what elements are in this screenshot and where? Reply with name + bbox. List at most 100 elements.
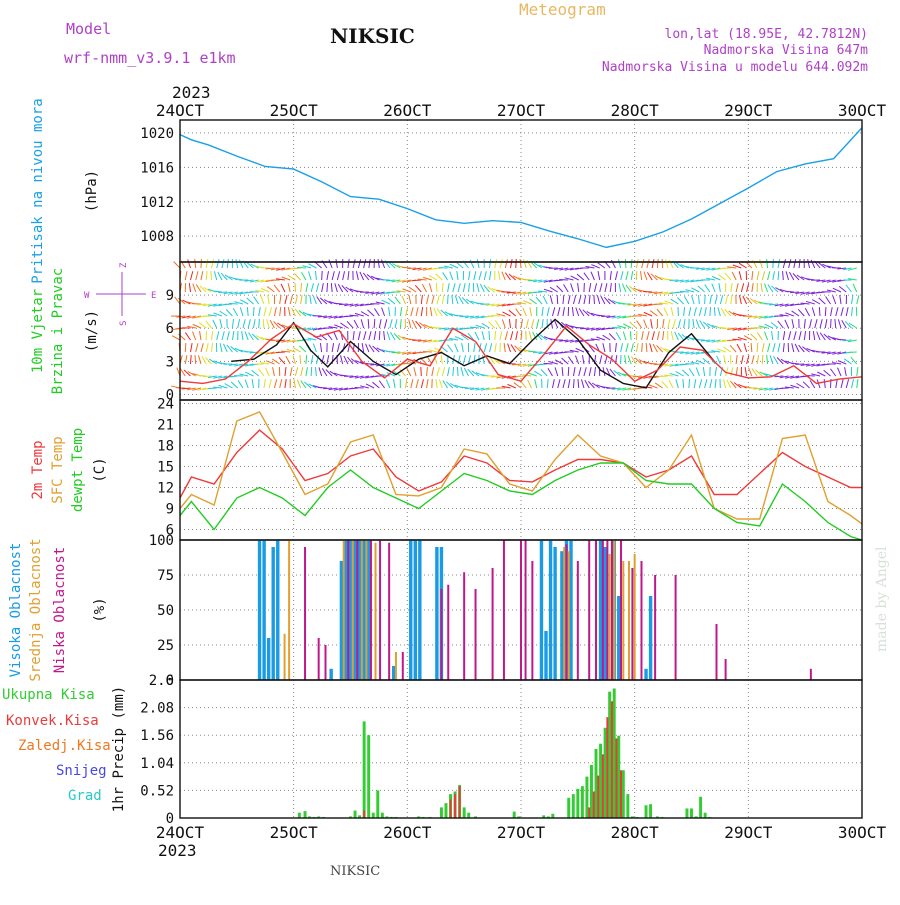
x-tick-label-bottom: 28OCT [611,823,660,842]
y-tick-label: 1012 [140,195,174,211]
wind-arrow [659,376,668,377]
bar-total_rain [467,813,470,818]
x-tick-label-bottom: 30OCT [838,823,887,842]
wind-arrow [778,271,779,280]
x-tick-label-bottom: 24OCT [156,823,205,842]
compass-north: Z [119,262,129,268]
wind-arrow [680,291,689,292]
y-tick-label: 3 [166,354,174,370]
bar-high_cloud [258,540,261,680]
bar-conv_rain [606,717,608,818]
legend-snow: Snijeg [56,763,107,779]
bar-high_cloud [435,547,438,680]
wind-arrow [516,259,517,268]
y-tick-label: 9 [166,288,174,304]
bar-total_rain [567,798,570,818]
bar-conv_rain [454,794,456,818]
wind-arrow [421,367,422,376]
y-tick-label: 9 [166,502,174,518]
bar-high_cloud [603,547,606,680]
bar-total_rain [599,744,602,818]
lonlat-label: lon,lat (18.95E, 42.7812N) [665,27,869,42]
bar-conv_rain [593,791,595,818]
legend-conv-rain: Konvek.Kisa [6,713,99,729]
bar-high_cloud [617,596,620,680]
wind-arrow [253,307,254,316]
year-top: 2023 [172,83,211,102]
bar-total_rain [581,786,584,818]
bar-total_rain [440,807,443,818]
wind-arrow [407,268,416,269]
x-tick-label-bottom: 25OCT [270,823,319,842]
y-axis-label: Visoka Oblacnost [8,543,24,678]
wind-arrow [762,355,763,364]
wind-arrow [442,283,443,292]
wind-arrow [710,307,711,316]
bar-high_cloud [367,540,370,680]
wind-arrow [757,343,758,352]
wind-arrow [306,355,307,364]
bar-total_rain [585,777,588,818]
y-axis-label: Brzina i Pravac [50,268,66,394]
wind-arrow [705,295,706,304]
y-tick-label: 100 [149,533,174,549]
y-tick-label: 1016 [140,160,174,176]
wind-arrow [211,271,212,280]
y-axis-label: (m/s) [84,310,100,352]
wind-arrow [457,367,458,376]
wind-arrow [379,331,380,340]
wind-arrow [526,331,527,340]
x-tick-label-bottom: 26OCT [383,823,432,842]
wind-arrow [454,315,463,316]
y-tick-label: 25 [157,638,174,654]
wind-arrow [386,351,395,352]
model-name: wrf-nmm_v3.9.1 e1km [64,49,236,67]
bar-total_rain [704,813,707,818]
wind-arrow [544,363,553,364]
bar-high_cloud [272,547,275,680]
bar-conv_rain [450,799,452,818]
y-axis-label: (hPa) [84,170,100,212]
y-tick-label: 24 [157,397,174,413]
bar-total_rain [617,736,620,818]
y-axis-label: (C) [92,457,108,482]
bar-conv_rain [602,754,604,818]
wind-arrow [795,304,804,305]
bar-total_rain [367,735,370,818]
wind-arrow [837,339,846,340]
wind-arrow [300,355,301,364]
x-tick-label-top: 26OCT [383,101,432,120]
compass-west: W [84,291,90,301]
product-title: Meteogram [519,0,606,19]
station-title: NIKSIC [330,24,415,48]
wind-arrow [436,283,437,292]
bar-high_cloud [362,540,365,680]
x-tick-label-top: 25OCT [270,101,319,120]
wind-arrow [594,295,595,304]
bar-high_cloud [349,540,352,680]
bar-conv_rain [588,807,590,818]
model-label: Model [66,20,111,38]
y-tick-label: 15 [157,460,174,476]
bar-total_rain [699,797,702,818]
wind-arrow [185,343,186,352]
wind-arrow [662,259,663,268]
x-tick-label-top: 24OCT [156,101,205,120]
wind-arrow [327,283,328,292]
wind-arrow [412,280,421,281]
wind-arrow [790,292,799,293]
wind-arrow [489,331,490,340]
y-tick-label: 2.08 [140,701,174,717]
wind-arrow [259,319,260,328]
bar-total_rain [304,811,307,818]
wind-arrow [831,319,832,328]
bar-total_rain [590,765,593,818]
footer-station: NIKSIC [330,864,380,879]
y-tick-label: 18 [157,439,174,455]
bar-total_rain [608,692,611,818]
wind-arrow [573,379,574,388]
bar-conv_rain [363,811,365,818]
y-axis-label: Srednja Oblacnost [28,538,44,681]
x-tick-label-top: 29OCT [724,101,773,120]
bar-total_rain [690,808,693,818]
